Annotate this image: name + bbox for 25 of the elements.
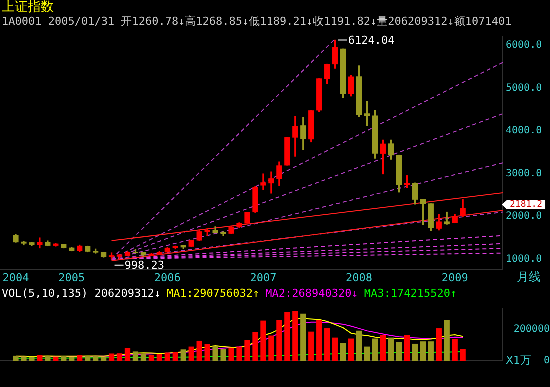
annotation: 6124.04: [348, 34, 396, 48]
x-tick-label: 2008: [346, 271, 373, 284]
text: MA1:290756032↑: [166, 287, 260, 300]
chart-title: 上证指数: [2, 0, 54, 15]
x-tick-label: 2004: [2, 271, 30, 284]
y-tick-label: 2000.0: [506, 211, 542, 222]
chart-subtitle: 1A0001 2005/01/31 开1260.78↓高1268.85↓低1189.21↓收1191.82↓量206209312↓额1071401: [2, 15, 512, 28]
y-tick-label: 6000.0: [506, 40, 542, 52]
text: MA3:174215520↑: [364, 287, 458, 300]
y-tick-label: 200000: [514, 324, 550, 336]
y-tick-label: 5000.0: [506, 82, 542, 94]
x-tick-label: 2007: [250, 271, 277, 284]
x-tick-label: 2009: [442, 271, 468, 284]
y-tick-label: 3000.0: [506, 168, 542, 180]
y-tick-label: 1000.0: [506, 254, 542, 265]
y-axis-title: X1万: [506, 354, 532, 367]
text: 2181.2: [510, 200, 543, 210]
y-tick-label: 4000.0: [506, 126, 542, 137]
text: MA2:268940320↓: [266, 287, 358, 300]
x-tick-label: 2005: [58, 271, 86, 284]
chart-title: VOL(5,10,135) 206209312↓: [2, 287, 161, 300]
y-tick-label: 0: [544, 356, 550, 367]
x-tick-label: 2006: [154, 271, 181, 284]
annotation: 998.23: [124, 259, 165, 272]
x-axis-title: 月线: [517, 270, 541, 284]
